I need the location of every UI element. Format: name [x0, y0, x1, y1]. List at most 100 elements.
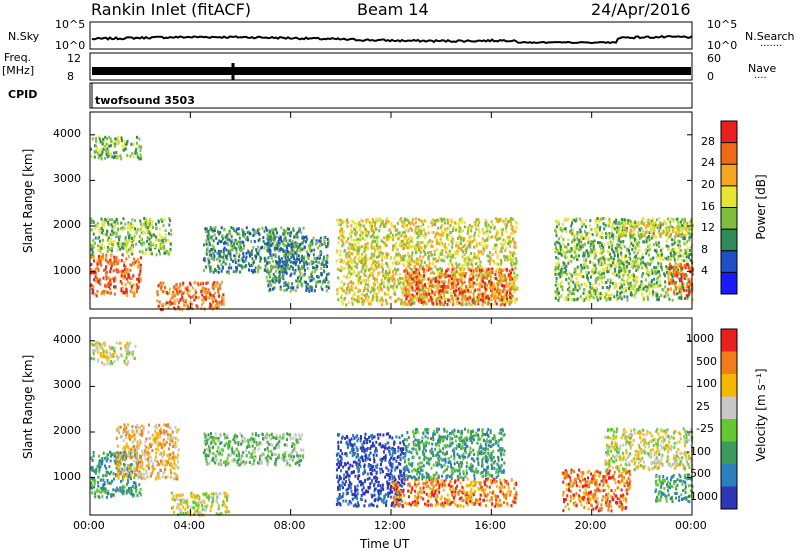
echo-cell	[217, 270, 220, 274]
echo-cell	[606, 278, 609, 282]
echo-cell	[93, 278, 96, 282]
echo-cell	[372, 219, 375, 223]
echo-cell	[348, 288, 351, 292]
echo-cell	[655, 269, 658, 273]
echo-cell	[599, 273, 602, 277]
echo-cell	[646, 219, 649, 223]
echo-cell	[138, 265, 140, 269]
echo-cell	[367, 275, 370, 279]
echo-cell	[510, 217, 512, 220]
echo-cell	[361, 261, 364, 265]
echo-cell	[95, 272, 98, 276]
echo-cell	[559, 244, 562, 248]
echo-cell	[516, 287, 519, 291]
echo-cell	[113, 279, 116, 283]
echo-cell	[557, 291, 560, 295]
echo-cell	[320, 285, 323, 289]
echo-cell	[387, 272, 390, 276]
echo-cell	[386, 282, 389, 286]
echo-cell	[144, 223, 147, 227]
echo-cell	[456, 282, 459, 286]
echo-cell	[187, 294, 190, 298]
echo-cell	[380, 288, 383, 292]
echo-cell	[262, 240, 265, 243]
echo-cell	[259, 259, 262, 263]
echo-cell	[658, 273, 661, 277]
echo-cell	[335, 259, 338, 263]
echo-cell	[149, 252, 152, 256]
echo-cell	[486, 273, 489, 277]
echo-cell	[381, 270, 384, 274]
echo-cell	[215, 284, 218, 288]
echo-cell	[634, 289, 636, 293]
echo-cell	[277, 267, 280, 271]
echo-cell	[145, 248, 148, 252]
echo-cell	[319, 236, 322, 240]
echo-cell	[381, 219, 384, 223]
echo-cell	[568, 271, 571, 275]
echo-cell	[486, 244, 489, 248]
echo-cell	[457, 265, 460, 269]
echo-cell	[463, 276, 466, 280]
echo-cell	[247, 262, 250, 266]
echo-cell	[118, 238, 121, 242]
echo-cell	[417, 299, 420, 303]
echo-cell	[265, 258, 268, 262]
echo-cell	[504, 238, 507, 242]
echo-cell	[342, 302, 345, 306]
echo-cell	[620, 261, 623, 265]
echo-cell	[587, 241, 590, 245]
echo-cell	[474, 262, 477, 266]
echo-cell	[285, 263, 288, 267]
echo-cell	[293, 257, 296, 261]
echo-cell	[567, 297, 570, 301]
echo-cell	[135, 242, 138, 246]
echo-cell	[139, 279, 142, 283]
echo-cell	[253, 240, 256, 243]
echo-cell	[403, 277, 406, 281]
echo-cell	[310, 288, 313, 292]
echo-cell	[565, 245, 568, 249]
echo-cell	[110, 262, 113, 265]
echo-cell	[301, 247, 303, 251]
echo-cell	[135, 283, 138, 287]
echo-cell	[598, 228, 601, 232]
echo-cell	[612, 237, 615, 241]
echo-cell	[292, 249, 295, 253]
echo-cell	[509, 274, 512, 277]
echo-cell	[438, 242, 441, 246]
echo-cell	[499, 281, 502, 285]
echo-cell	[385, 261, 387, 265]
echo-cell	[504, 289, 507, 293]
echo-cell	[301, 264, 304, 268]
echo-cell	[492, 282, 495, 286]
echo-cell	[450, 270, 453, 274]
echo-cell	[306, 287, 309, 291]
echo-cell	[336, 250, 339, 254]
echo-cell	[266, 237, 269, 241]
echo-cell	[450, 277, 453, 281]
echo-cell	[435, 302, 438, 306]
echo-cell	[497, 281, 500, 285]
echo-cell	[488, 281, 491, 285]
echo-cell	[512, 282, 515, 286]
echo-cell	[94, 241, 96, 245]
echo-cell	[349, 265, 352, 269]
echo-cell	[340, 238, 343, 242]
echo-cell	[479, 270, 481, 274]
echo-cell	[658, 245, 661, 248]
echo-cell	[371, 227, 374, 231]
echo-cell	[287, 253, 290, 257]
echo-cell	[432, 301, 435, 305]
echo-cell	[399, 218, 402, 222]
echo-cell	[422, 285, 425, 289]
echo-cell	[420, 293, 423, 297]
echo-cell	[597, 271, 600, 275]
echo-cell	[682, 286, 685, 290]
echo-cell	[340, 227, 343, 231]
echo-cell	[477, 298, 480, 302]
echo-cell	[321, 262, 324, 266]
echo-cell	[289, 260, 292, 264]
echo-cell	[99, 251, 102, 255]
echo-cell	[342, 261, 345, 265]
